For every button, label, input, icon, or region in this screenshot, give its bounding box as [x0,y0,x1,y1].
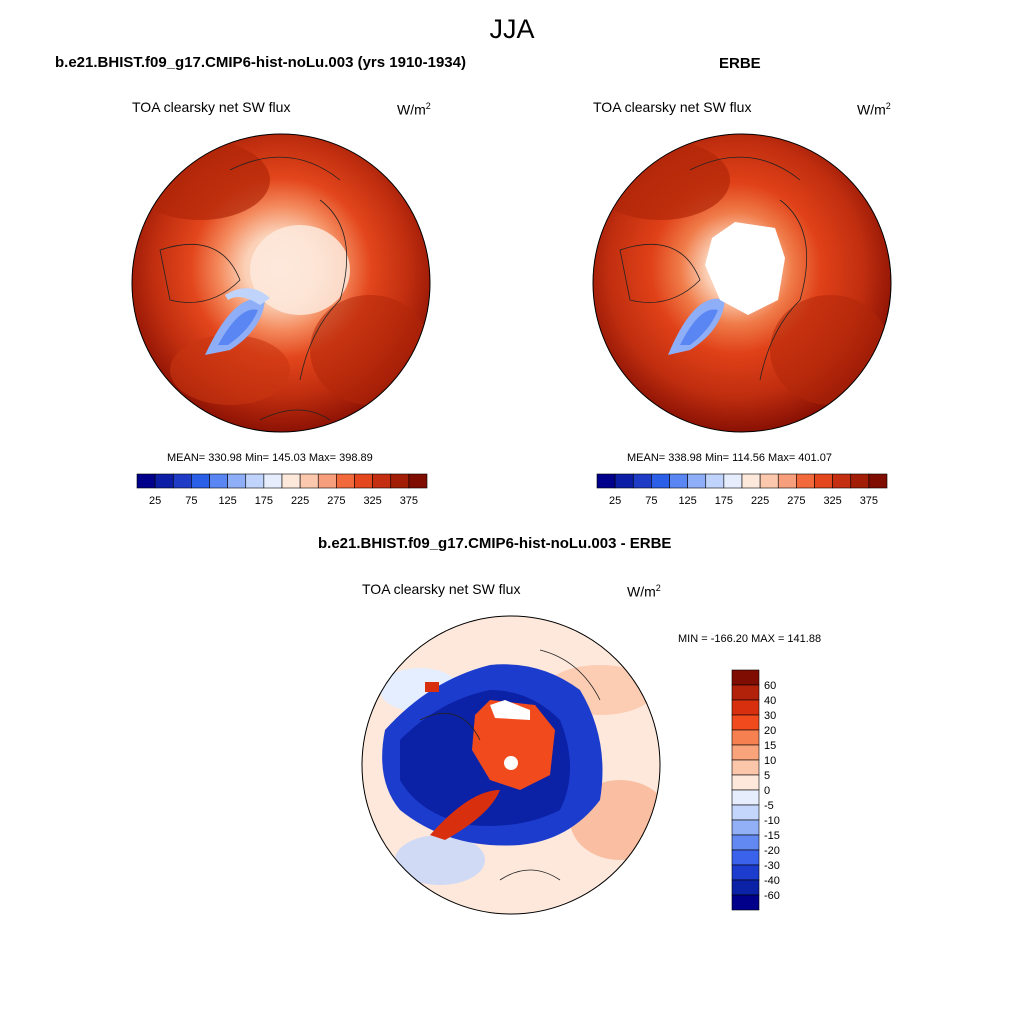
panel-model-units: W/m2 [397,101,431,118]
panel-model-stats: MEAN= 330.98 Min= 145.03 Max= 398.89 [167,452,373,464]
colorbar-swatch [796,473,815,489]
panel-obs-stats: MEAN= 338.98 Min= 114.56 Max= 401.07 [627,452,832,464]
colorbar-tick-label: 40 [764,695,776,707]
colorbar-swatch [136,473,156,489]
colorbar-tick-label: 175 [255,495,273,507]
colorbar-swatch [731,774,760,791]
colorbar-swatch [731,699,760,716]
colorbar-tick-label: 125 [218,495,236,507]
colorbar-tick-label: 60 [764,680,776,692]
colorbar-tick-label: 225 [291,495,309,507]
colorbar-swatch [263,473,283,489]
colorbar-swatch [731,879,760,896]
colorbar-swatch [408,473,428,489]
panel-diff-variable: TOA clearsky net SW flux [362,581,521,597]
colorbar-swatch [596,473,616,489]
colorbar-swatch [868,473,888,489]
colorbar-swatch [777,473,797,489]
colorbar-tick-label: 0 [764,785,770,797]
colorbar-swatch [723,473,743,489]
colorbar-tick-label: 325 [363,495,381,507]
colorbar-swatch [614,473,634,489]
colorbar-swatch [731,834,760,851]
colorbar-swatch [354,473,373,489]
colorbar-tick-label: -60 [764,890,780,902]
colorbar-tick-label: 5 [764,770,770,782]
colorbar-tick-label: 125 [678,495,696,507]
colorbar-tick-label: -30 [764,860,780,872]
colorbar-swatch [731,849,760,866]
colorbar-swatch [245,473,265,489]
colorbar-swatch [850,473,870,489]
colorbar-diff: 60 40 30 20 15 10 5 0 -5 -10 -15 -20 -30 -40 -60 [731,669,780,911]
colorbar-tick-label: 275 [787,495,805,507]
colorbar-swatch [687,473,707,489]
colorbar-swatch [372,473,392,489]
colorbar-tick-label: 375 [860,495,878,507]
colorbar-swatch [336,473,355,489]
colorbar-swatch [731,744,760,761]
panel-diff-title: b.e21.BHIST.f09_g17.CMIP6-hist-noLu.003 … [318,535,672,552]
colorbar-tick-label: -10 [764,815,780,827]
colorbar-tick-label: 30 [764,710,776,722]
colorbar-tick-label: 75 [645,495,657,507]
colorbar-swatch [281,473,301,489]
colorbar-swatch [741,473,761,489]
colorbar-tick-label: 75 [185,495,197,507]
colorbar-tick-label: 375 [400,495,418,507]
colorbar-swatch [317,473,337,489]
colorbar-swatch [191,473,210,489]
panel-diff-units: W/m2 [627,583,661,600]
colorbar-tick-label: 25 [609,495,621,507]
colorbar-swatch [390,473,410,489]
colorbar-model: 25 75 125 175 225 275 325 375 [136,473,428,507]
colorbar-tick-label: 175 [715,495,733,507]
map-diff [362,616,660,914]
colorbar-tick-label: -20 [764,845,780,857]
colorbar-tick-label: 225 [751,495,769,507]
colorbar-swatch [731,864,760,881]
panel-obs-title: ERBE [719,55,761,72]
panel-obs-units: W/m2 [857,101,891,118]
colorbar-swatch [731,684,760,701]
colorbar-swatch [227,473,247,489]
colorbar-swatch [731,804,760,821]
colorbar-swatch [814,473,833,489]
colorbar-swatch [731,729,760,746]
colorbar-swatch [731,759,760,776]
panel-obs-variable: TOA clearsky net SW flux [593,99,752,115]
colorbar-swatch [731,894,760,911]
colorbar-swatch [731,669,760,686]
colorbar-tick-label: 275 [327,495,345,507]
colorbar-swatch [632,473,652,489]
colorbar-swatch [731,714,760,731]
colorbar-tick-label: -5 [764,800,774,812]
colorbar-swatch [731,819,760,836]
colorbar-tick-label: 20 [764,725,776,737]
panel-model-variable: TOA clearsky net SW flux [132,99,291,115]
colorbar-swatch [669,473,688,489]
colorbar-swatch [209,473,228,489]
colorbar-swatch [832,473,852,489]
colorbar-swatch [705,473,725,489]
colorbar-swatch [759,473,779,489]
colorbar-tick-label: 15 [764,740,776,752]
colorbar-obs: 25 75 125 175 225 275 325 375 [596,473,888,507]
colorbar-tick-label: 25 [149,495,161,507]
panel-diff-stats: MIN = -166.20 MAX = 141.88 [678,633,822,645]
colorbar-swatch [731,789,760,806]
colorbar-tick-label: -40 [764,875,780,887]
colorbar-swatch [299,473,319,489]
colorbar-swatch [154,473,174,489]
colorbar-tick-label: -15 [764,830,780,842]
colorbar-swatch [651,473,670,489]
colorbar-tick-label: 10 [764,755,776,767]
figure-title: JJA [489,14,535,44]
colorbar-tick-label: 325 [823,495,841,507]
panel-model-title: b.e21.BHIST.f09_g17.CMIP6-hist-noLu.003 … [55,54,466,71]
colorbar-swatch [172,473,192,489]
